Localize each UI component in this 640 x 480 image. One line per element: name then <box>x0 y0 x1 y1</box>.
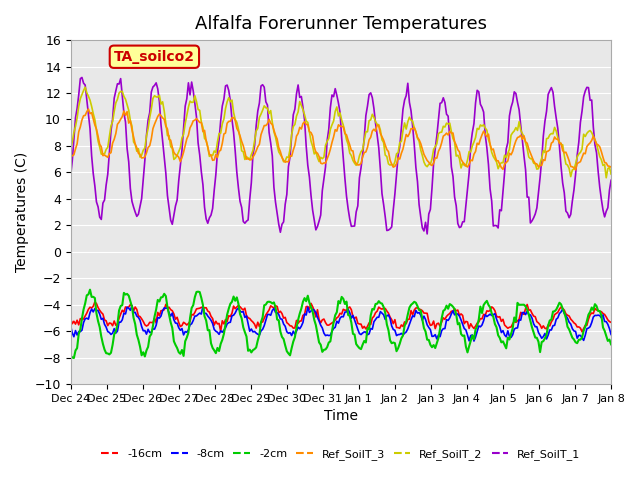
Ref_SoilT_2 <box>511 128 518 134</box>
Ref_SoilT_3 <box>511 143 518 148</box>
Ref_SoilT_3 <box>517 132 525 138</box>
Ref_SoilT_2 <box>73 115 81 121</box>
-8cm <box>607 332 615 337</box>
Ref_SoilT_3 <box>188 122 195 128</box>
-16cm <box>578 329 586 335</box>
Ref_SoilT_3 <box>372 128 380 134</box>
-16cm <box>372 310 380 315</box>
-8cm <box>518 310 526 315</box>
-2cm <box>189 302 197 308</box>
-8cm <box>470 338 478 344</box>
Text: TA_soilco2: TA_soilco2 <box>114 50 195 64</box>
Ref_SoilT_1 <box>78 74 86 80</box>
Ref_SoilT_1 <box>607 178 615 183</box>
-2cm <box>518 302 526 308</box>
-8cm <box>372 317 380 323</box>
Ref_SoilT_2 <box>372 119 380 124</box>
-8cm <box>128 303 136 309</box>
-8cm <box>73 332 81 338</box>
X-axis label: Time: Time <box>324 409 358 423</box>
Ref_SoilT_1 <box>423 231 431 237</box>
Ref_SoilT_2 <box>607 171 615 177</box>
Line: Ref_SoilT_1: Ref_SoilT_1 <box>70 77 611 234</box>
-8cm <box>188 321 195 327</box>
Ref_SoilT_2 <box>81 84 89 90</box>
Line: -2cm: -2cm <box>70 289 611 358</box>
Title: Alfalfa Forerunner Temperatures: Alfalfa Forerunner Temperatures <box>195 15 487 33</box>
-8cm <box>67 323 74 329</box>
Line: Ref_SoilT_3: Ref_SoilT_3 <box>70 109 611 170</box>
-16cm <box>511 318 518 324</box>
-2cm <box>231 298 239 304</box>
-2cm <box>67 353 74 359</box>
Ref_SoilT_3 <box>572 167 579 173</box>
Ref_SoilT_3 <box>67 154 74 160</box>
Ref_SoilT_1 <box>512 91 520 96</box>
Ref_SoilT_2 <box>188 99 195 105</box>
Ref_SoilT_2 <box>230 109 237 115</box>
Line: Ref_SoilT_2: Ref_SoilT_2 <box>70 87 611 178</box>
-2cm <box>607 341 615 347</box>
-16cm <box>91 299 99 305</box>
Ref_SoilT_3 <box>73 141 81 147</box>
-2cm <box>373 301 381 307</box>
-16cm <box>230 303 237 309</box>
Ref_SoilT_1 <box>188 79 195 85</box>
Ref_SoilT_3 <box>84 106 92 112</box>
-8cm <box>512 325 520 331</box>
Line: -8cm: -8cm <box>70 306 611 341</box>
Ref_SoilT_1 <box>73 106 81 111</box>
Ref_SoilT_3 <box>607 164 615 170</box>
Ref_SoilT_2 <box>602 175 610 180</box>
Ref_SoilT_3 <box>230 115 237 120</box>
Line: -16cm: -16cm <box>70 302 611 332</box>
Ref_SoilT_1 <box>230 130 237 135</box>
Y-axis label: Temperatures (C): Temperatures (C) <box>15 152 29 272</box>
Legend: -16cm, -8cm, -2cm, Ref_SoilT_3, Ref_SoilT_2, Ref_SoilT_1: -16cm, -8cm, -2cm, Ref_SoilT_3, Ref_Soil… <box>97 444 585 465</box>
-16cm <box>67 316 74 322</box>
-16cm <box>73 317 81 323</box>
Ref_SoilT_2 <box>517 127 525 133</box>
Ref_SoilT_1 <box>67 173 74 179</box>
-2cm <box>512 319 520 324</box>
-16cm <box>188 312 195 317</box>
Ref_SoilT_1 <box>372 120 380 126</box>
-8cm <box>230 312 237 318</box>
-2cm <box>70 355 77 361</box>
-2cm <box>86 287 94 292</box>
-16cm <box>517 310 525 315</box>
Ref_SoilT_1 <box>518 137 526 143</box>
-2cm <box>75 331 83 337</box>
Ref_SoilT_2 <box>67 146 74 152</box>
-16cm <box>607 320 615 325</box>
